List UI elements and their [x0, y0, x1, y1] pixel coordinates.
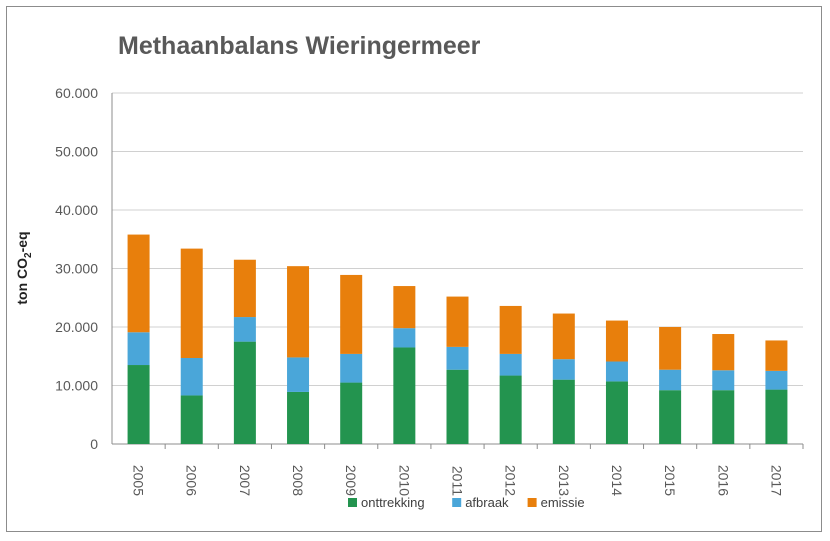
x-tick-label: 2009 [343, 465, 359, 496]
x-tick-label: 2016 [715, 465, 731, 496]
bar-afbraak-2009 [340, 353, 363, 383]
bar-afbraak-2012 [499, 353, 522, 376]
bar-onttrekking-2010 [393, 347, 416, 444]
bar-afbraak-2005 [127, 332, 150, 366]
x-tick-label: 2015 [662, 465, 678, 496]
bar-emissie-2012 [499, 305, 522, 354]
bar-afbraak-2006 [180, 358, 203, 396]
bar-onttrekking-2014 [605, 381, 628, 444]
bar-afbraak-2013 [552, 359, 575, 380]
bar-onttrekking-2007 [233, 341, 256, 444]
bar-emissie-2009 [340, 274, 363, 354]
bar-onttrekking-2011 [446, 369, 469, 444]
bar-emissie-2017 [765, 340, 788, 371]
bar-emissie-2015 [659, 327, 682, 370]
bar-afbraak-2014 [605, 361, 628, 382]
bar-onttrekking-2008 [287, 391, 310, 444]
bar-afbraak-2016 [712, 370, 735, 391]
y-tick-label: 0 [90, 436, 98, 452]
bar-onttrekking-2016 [712, 390, 735, 444]
bar-onttrekking-2006 [180, 395, 203, 444]
y-tick-label: 20.000 [55, 319, 98, 335]
y-tick-label: 40.000 [55, 202, 98, 218]
legend-swatch-afbraak [452, 498, 462, 507]
bar-afbraak-2017 [765, 370, 788, 390]
bar-onttrekking-2013 [552, 379, 575, 444]
bar-onttrekking-2009 [340, 382, 363, 444]
bar-onttrekking-2005 [127, 365, 150, 444]
legend-swatch-emissie [527, 498, 537, 507]
bar-emissie-2006 [180, 248, 203, 359]
y-tick-label: 60.000 [55, 85, 98, 101]
legend-label-afbraak: afbraak [465, 495, 509, 510]
legend-swatch-onttrekking [348, 498, 357, 507]
x-tick-label: 2007 [237, 465, 253, 496]
bar-emissie-2005 [127, 234, 150, 333]
y-tick-label: 30.000 [55, 261, 98, 277]
chart-title: Methaanbalans Wieringermeer [118, 32, 481, 60]
legend-label-emissie: emissie [541, 495, 585, 510]
x-tick-label: 2005 [131, 465, 147, 496]
y-tick-label: 10.000 [55, 378, 98, 394]
bar-emissie-2014 [605, 320, 628, 362]
bar-emissie-2016 [712, 334, 735, 371]
x-tick-label: 2014 [609, 465, 625, 496]
y-tick-label: 50.000 [55, 144, 98, 160]
x-tick-label: 2017 [768, 465, 784, 496]
bar-emissie-2008 [287, 266, 310, 358]
bar-emissie-2007 [233, 259, 256, 318]
legend-label-onttrekking: onttrekking [361, 495, 425, 510]
x-tick-label: 2013 [556, 465, 572, 496]
x-tick-label: 2012 [503, 465, 519, 496]
bar-afbraak-2007 [233, 317, 256, 342]
x-tick-label: 2006 [184, 465, 200, 496]
bar-onttrekking-2012 [499, 375, 522, 444]
x-tick-label: 2008 [290, 465, 306, 496]
bar-afbraak-2008 [287, 357, 310, 392]
bar-afbraak-2015 [659, 369, 682, 391]
bar-afbraak-2010 [393, 328, 416, 348]
x-tick-label: 2010 [396, 465, 412, 496]
bar-emissie-2013 [552, 313, 575, 360]
bar-onttrekking-2017 [765, 389, 788, 444]
bar-emissie-2011 [446, 296, 469, 347]
x-tick-label: 2011 [450, 466, 466, 496]
bar-emissie-2010 [393, 286, 416, 329]
bar-afbraak-2011 [446, 346, 469, 370]
bar-onttrekking-2015 [659, 390, 682, 444]
